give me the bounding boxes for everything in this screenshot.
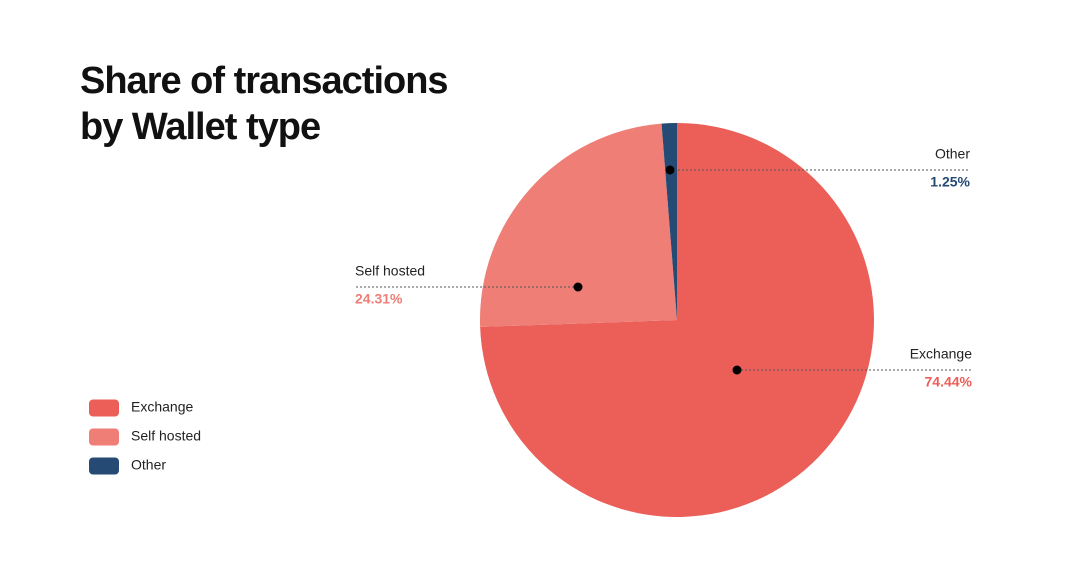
- callout-name: Self hosted: [355, 263, 425, 279]
- pie-slice: [480, 123, 677, 327]
- legend-label: Exchange: [131, 399, 193, 415]
- callout-dot: [573, 282, 583, 292]
- callout-dot: [732, 365, 742, 375]
- legend-swatch: [89, 457, 119, 475]
- callout-value: 74.44%: [925, 374, 973, 390]
- chart-title: Share of transactions by Wallet type: [80, 60, 449, 148]
- legend-swatch: [89, 399, 119, 417]
- callout-name: Other: [935, 146, 970, 162]
- callout-value: 24.31%: [355, 291, 403, 307]
- pie-slice: [480, 123, 874, 517]
- legend-label: Other: [131, 457, 166, 473]
- legend-swatch: [89, 428, 119, 446]
- callout-name: Exchange: [910, 346, 972, 362]
- callout-value: 1.25%: [930, 174, 970, 190]
- callout-dot: [665, 165, 675, 175]
- legend-label: Self hosted: [131, 428, 201, 444]
